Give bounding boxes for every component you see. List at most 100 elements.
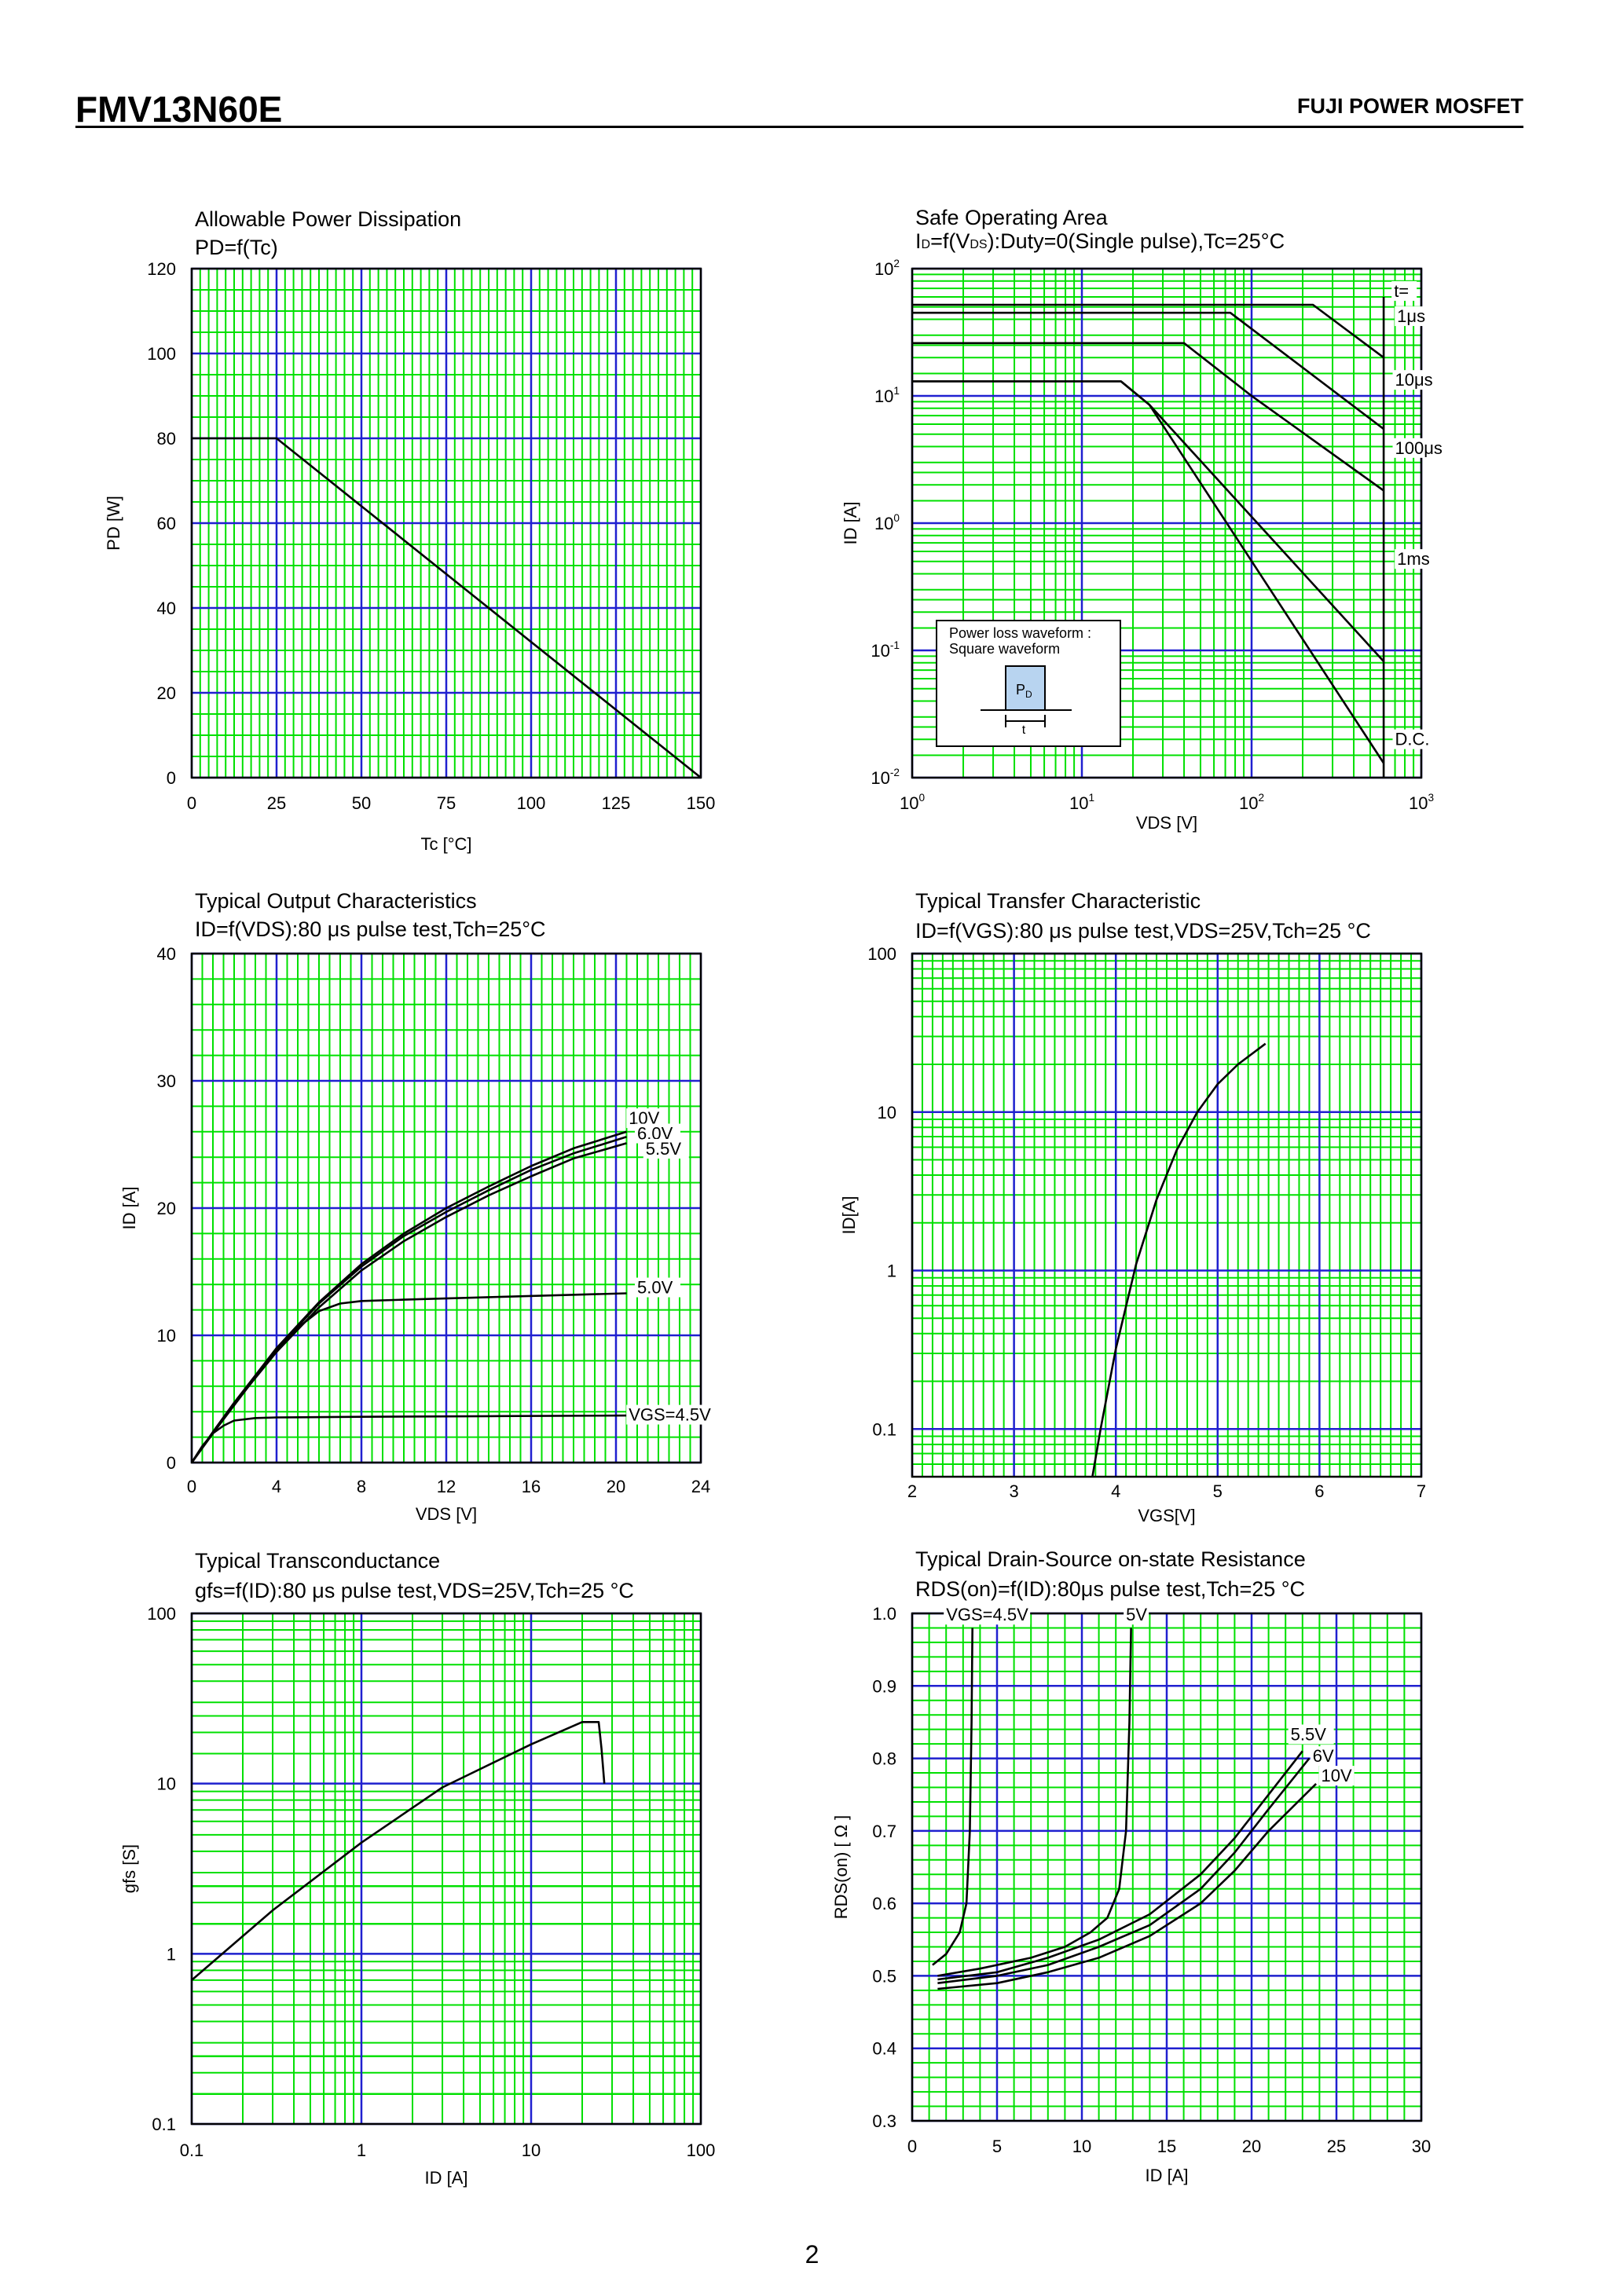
series-line-1s bbox=[912, 303, 1384, 359]
label-background bbox=[1310, 1746, 1336, 1767]
x-tick-label: 20 bbox=[1242, 2137, 1261, 2156]
x-tick-label: 10 bbox=[1072, 2137, 1091, 2156]
soa-inset: Power loss waveform :Square waveform PD t bbox=[936, 620, 1121, 747]
pulse-label: PD bbox=[1016, 682, 1032, 700]
chart-subtitle: PD=f(Tc) bbox=[195, 236, 278, 259]
y-tick-label: 1 bbox=[167, 1944, 176, 1964]
y-tick-label: 100 bbox=[147, 344, 176, 364]
y-tick-label: 10 bbox=[157, 1774, 176, 1794]
grid bbox=[190, 1612, 702, 2126]
page-number: 2 bbox=[805, 2240, 819, 2269]
y-tick-label: 0.8 bbox=[872, 1749, 896, 1769]
series-line-5V bbox=[937, 1628, 1132, 1977]
y-tick-label: 60 bbox=[157, 514, 176, 533]
x-tick-label: 5 bbox=[1213, 1481, 1223, 1501]
plot-frame bbox=[911, 267, 1423, 779]
y-tick-label: 40 bbox=[157, 944, 176, 964]
x-tick-label: 4 bbox=[272, 1477, 281, 1496]
curve-label: 5.5V bbox=[646, 1139, 682, 1159]
x-tick-label: 7 bbox=[1417, 1481, 1426, 1501]
inset-text-2: Square waveform bbox=[949, 641, 1060, 657]
y-tick-label: 0.1 bbox=[152, 2115, 176, 2134]
grid bbox=[911, 1612, 1423, 2122]
x-tick-label: 0 bbox=[907, 2137, 917, 2156]
grid bbox=[911, 952, 1423, 1477]
y-tick-label: 100 bbox=[867, 944, 896, 964]
x-tick-label: 103 bbox=[1409, 792, 1434, 813]
x-tick-label: 125 bbox=[602, 793, 631, 813]
plot-frame bbox=[190, 952, 702, 1464]
curve-label: 100μs bbox=[1395, 438, 1443, 458]
x-tick-label: 24 bbox=[691, 1477, 710, 1496]
series-line-VGS4.5V bbox=[192, 1414, 627, 1463]
y-axis-label: RDS(on) [ Ω ] bbox=[831, 1815, 851, 1920]
x-tick-label: 20 bbox=[607, 1477, 625, 1496]
y-tick-label: 30 bbox=[157, 1071, 176, 1091]
chart-title: Typical Output Characteristics bbox=[195, 889, 477, 913]
chart-subtitle: gfs=f(ID):80 μs pulse test,VDS=25V,Tch=2… bbox=[195, 1579, 634, 1602]
chart-transconductance: 0.1 1 10 100 0.1 1 10 100 Typical Transconductan… bbox=[119, 1549, 715, 2188]
x-tick-label: 10 bbox=[522, 2140, 541, 2160]
y-tick-label: 20 bbox=[157, 683, 176, 703]
x-tick-label: 5 bbox=[992, 2137, 1002, 2156]
series-line-5.5V bbox=[192, 1142, 627, 1463]
x-tick-label: 100 bbox=[517, 793, 546, 813]
curve-label: 1ms bbox=[1397, 549, 1430, 569]
curve-label: t= bbox=[1394, 281, 1409, 301]
x-axis-label: Tc [°C] bbox=[420, 834, 471, 854]
label-background bbox=[1395, 306, 1431, 327]
x-tick-label: 30 bbox=[1412, 2137, 1431, 2156]
curve-label: 6V bbox=[1313, 1746, 1334, 1766]
x-tick-label: 0 bbox=[187, 793, 196, 813]
y-tick-label: 40 bbox=[157, 599, 176, 618]
chart-subtitle: ID=f(VDS):80 μs pulse test,Tch=25°C bbox=[195, 917, 546, 941]
chart-rdson: 0 5 10 15 20 25 30 0.3 0.4 0.5 0.6 0.7 0.8 0.9 1.0 Typi… bbox=[831, 1547, 1431, 2185]
curve-label: VGS=4.5V bbox=[946, 1605, 1028, 1624]
chart-output: 0 4 8 12 16 20 24 0 10 20 30 40 Typical Output Chara… bbox=[119, 889, 713, 1524]
plot-frame bbox=[190, 1612, 702, 2126]
y-tick-label: 120 bbox=[147, 259, 176, 279]
x-tick-label: 4 bbox=[1111, 1481, 1120, 1501]
tick-labels: 0.1 1 10 100 0.1 1 10 100 bbox=[147, 1604, 715, 2160]
series-line-100s bbox=[912, 342, 1384, 492]
x-tick-label: 25 bbox=[267, 793, 286, 813]
y-tick-label: 0 bbox=[167, 1453, 176, 1473]
x-tick-label: 150 bbox=[687, 793, 716, 813]
x-tick-label: 15 bbox=[1157, 2137, 1176, 2156]
x-tick-label: 50 bbox=[352, 793, 371, 813]
curve-label: 1μs bbox=[1397, 306, 1425, 326]
x-axis-label: VGS[V] bbox=[1138, 1506, 1195, 1525]
y-axis-label: gfs [S] bbox=[119, 1844, 139, 1893]
label-background bbox=[1392, 729, 1439, 749]
series-line bbox=[192, 1721, 606, 1981]
y-tick-label: 0.1 bbox=[872, 1419, 896, 1439]
pulse-shape bbox=[1005, 665, 1046, 711]
y-axis-label: ID [A] bbox=[841, 501, 860, 544]
x-axis-label: VDS [V] bbox=[1136, 813, 1197, 833]
x-axis-label: ID [A] bbox=[424, 2168, 467, 2188]
x-axis-label: VDS [V] bbox=[416, 1504, 477, 1524]
x-tick-label: 101 bbox=[1069, 792, 1094, 813]
x-tick-label: 1 bbox=[357, 2140, 366, 2160]
series-line-5.0V bbox=[192, 1292, 627, 1463]
series-line-6V bbox=[937, 1757, 1311, 1984]
x-tick-label: 100 bbox=[687, 2140, 716, 2160]
y-tick-label: 0.7 bbox=[872, 1822, 896, 1841]
x-tick-label: 3 bbox=[1009, 1481, 1018, 1501]
curve-label: 5.5V bbox=[1291, 1725, 1327, 1745]
curve-label: D.C. bbox=[1395, 730, 1430, 749]
chart-title: Typical Transconductance bbox=[195, 1549, 440, 1573]
inset-text-1: Power loss waveform : bbox=[949, 625, 1091, 641]
part-number: FMV13N60E bbox=[75, 89, 283, 130]
label-background bbox=[1391, 280, 1417, 301]
y-tick-label: 1 bbox=[887, 1262, 896, 1281]
y-tick-label: 80 bbox=[157, 429, 176, 449]
y-tick-label: 101 bbox=[874, 385, 900, 406]
y-tick-label: 0.9 bbox=[872, 1676, 896, 1696]
x-tick-label: 8 bbox=[357, 1477, 366, 1496]
series-line bbox=[1091, 1042, 1267, 1477]
chart-subtitle: ID=f(VGS):80 μs pulse test,VDS=25V,Tch=2… bbox=[915, 919, 1371, 943]
chart-subtitle: RDS(on)=f(ID):80μs pulse test,Tch=25 °C bbox=[915, 1577, 1305, 1601]
x-tick-label: 25 bbox=[1327, 2137, 1346, 2156]
